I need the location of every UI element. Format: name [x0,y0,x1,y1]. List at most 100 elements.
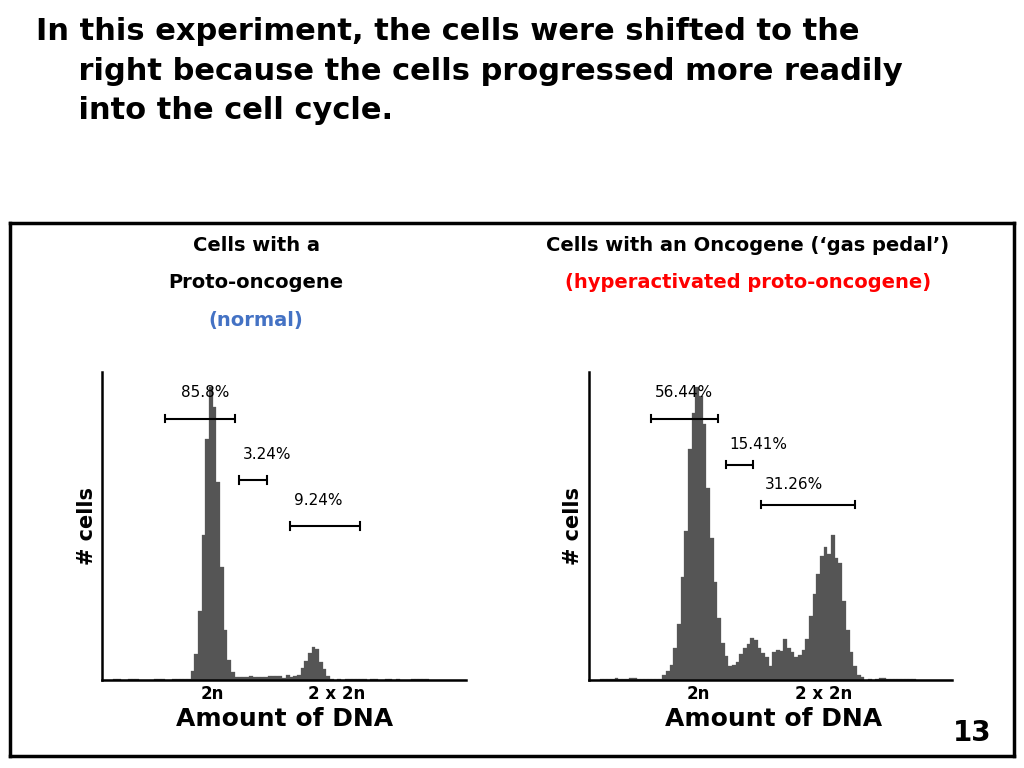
Text: 13: 13 [953,719,991,746]
Bar [732,665,735,680]
Text: In this experiment, the cells were shifted to the
    right because the cells pr: In this experiment, the cells were shift… [36,17,902,125]
Bar [681,577,684,680]
Bar [846,631,850,680]
Text: 3.24%: 3.24% [243,446,292,462]
Text: 31.26%: 31.26% [765,477,823,492]
Bar [179,679,183,680]
Y-axis label: # cells: # cells [563,487,584,565]
Bar [707,488,710,680]
Bar [223,631,227,680]
Bar [308,653,311,680]
Bar [246,677,249,680]
Bar [839,564,842,680]
Bar [751,638,754,680]
Bar [195,654,198,680]
Bar [622,679,626,680]
Bar [813,594,816,680]
Bar [242,677,246,680]
Text: (hyperactivated proto-oncogene): (hyperactivated proto-oncogene) [565,273,931,293]
Bar [271,676,275,680]
Bar [754,640,758,680]
Text: Amount of DNA: Amount of DNA [176,707,393,731]
Bar [614,678,618,680]
Bar [637,678,640,680]
Bar [886,679,890,680]
Bar [323,670,327,680]
Bar [640,679,644,680]
Bar [658,678,663,680]
Bar [769,666,772,680]
Bar [231,672,234,680]
Bar [644,679,647,680]
Bar [831,535,835,680]
Text: Cells with a: Cells with a [193,236,319,255]
Bar [315,649,319,680]
Bar [290,677,293,680]
Bar [860,677,864,680]
Bar [827,554,831,680]
Bar [209,387,213,680]
Bar [853,666,857,680]
Text: Proto-oncogene: Proto-oncogene [169,273,344,293]
Bar [735,662,739,680]
Bar [714,582,718,680]
Bar [879,677,883,680]
Bar [279,677,283,680]
Bar [253,677,257,680]
Bar [205,439,209,680]
Bar [600,678,603,680]
Text: 9.24%: 9.24% [294,492,342,508]
Bar [267,676,271,680]
Bar [603,679,607,680]
Bar [798,655,802,680]
Bar [666,670,670,680]
Bar [213,407,216,680]
Bar [842,601,846,680]
Bar [702,424,707,680]
Bar [876,679,879,680]
Bar [655,678,658,680]
Bar [721,644,725,680]
Bar [286,675,290,680]
Bar [868,678,871,680]
Text: 85.8%: 85.8% [180,385,229,400]
Bar [670,665,673,680]
Bar [297,675,301,680]
Text: 15.41%: 15.41% [729,437,787,452]
Bar [216,482,220,680]
Bar [283,677,286,680]
Bar [835,558,839,680]
Y-axis label: # cells: # cells [77,487,97,565]
Bar [850,653,853,680]
Bar [260,677,264,680]
Bar [190,671,195,680]
Bar [186,678,190,680]
Bar [264,677,267,680]
Bar [820,556,823,680]
Bar [422,679,426,680]
Bar [783,639,787,680]
Bar [802,650,806,680]
Bar [227,660,231,680]
Bar [809,616,813,680]
Bar [776,650,779,680]
Bar [374,679,378,680]
Bar [183,678,186,680]
Text: Amount of DNA: Amount of DNA [665,707,882,731]
Bar [611,679,614,680]
Bar [795,657,798,680]
Bar [743,647,746,680]
Bar [762,654,765,680]
Bar [791,652,795,680]
Bar [728,667,732,680]
Bar [249,676,253,680]
Bar [239,677,242,680]
Bar [765,657,769,680]
Bar [663,675,666,680]
Bar [633,678,637,680]
Bar [772,652,776,680]
Bar [234,677,239,680]
Bar [883,678,886,680]
Bar [311,647,315,680]
Bar [739,654,743,680]
